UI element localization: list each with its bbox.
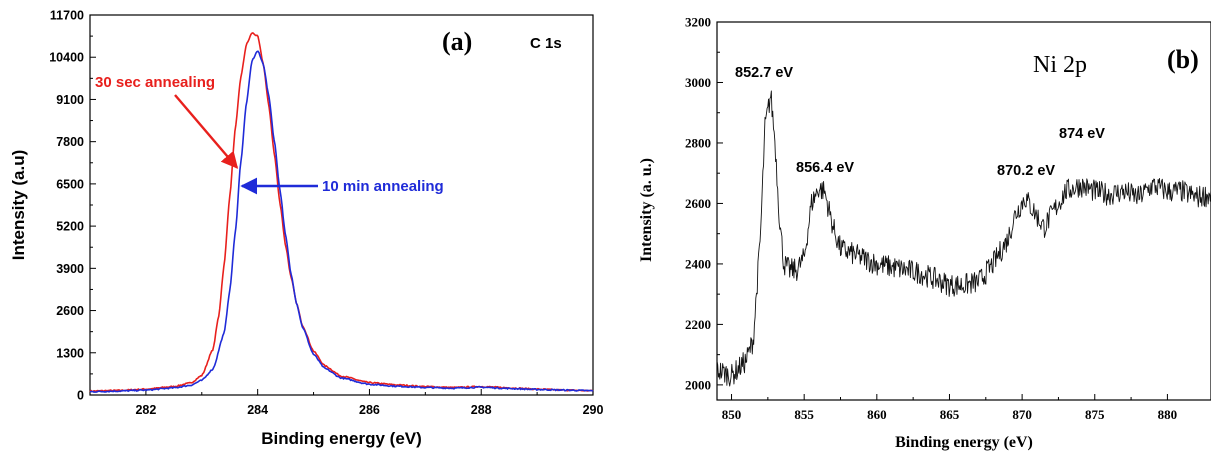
x-tick-label: 850 [722, 407, 742, 422]
panel-b-label: (b) [1167, 45, 1199, 74]
panel-b-x-axis-title: Binding energy (eV) [895, 434, 1033, 451]
y-tick-label: 7800 [56, 135, 84, 149]
panel-b-annotations: 852.7 eV 856.4 eV 870.2 eV 874 eV [735, 65, 1105, 179]
panel-a-chart: 013002600390052006500780091001040011700 … [9, 9, 603, 449]
x-tick-label: 870 [1012, 407, 1032, 422]
x-tick-label: 860 [867, 407, 887, 422]
series-line-2 [89, 50, 594, 393]
series-line-1 [716, 90, 1211, 387]
peak-label: 852.7 eV [735, 65, 793, 81]
y-tick-label: 2400 [685, 256, 711, 271]
y-tick-label: 10400 [49, 51, 84, 65]
panel-a-inset-label: C 1s [530, 35, 562, 52]
peak-label: 874 eV [1059, 126, 1105, 142]
y-tick-label: 2000 [685, 377, 711, 392]
panel-a-label: (a) [442, 27, 472, 56]
x-tick-label: 290 [583, 403, 604, 417]
peak-label: 870.2 eV [997, 163, 1055, 179]
panel-a-y-axis: 0 1300 2600 3900 5200 6500 7800 9100 10400 11700 [49, 9, 96, 403]
y-tick-label: 2800 [685, 135, 711, 150]
panel-b-chart: 2000 2200 2400 2600 2800 3000 3200 850 855 860 86… [638, 15, 1211, 451]
y-tick-label: 2600 [56, 304, 84, 318]
annotation-30sec-label: 30 sec annealing [95, 74, 215, 91]
y-tick-label: 6500 [56, 177, 84, 191]
x-tick-label: 284 [247, 403, 268, 417]
y-tick-label: 9100 [56, 93, 84, 107]
y-tick-label: 3900 [56, 262, 84, 276]
x-tick-label: 855 [794, 407, 814, 422]
panel-a-x-axis-title: Binding energy (eV) [261, 429, 422, 448]
y-tick-label: 1300 [56, 346, 84, 360]
peak-label: 856.4 eV [796, 160, 854, 176]
panel-a-plot-frame [89, 14, 594, 396]
panel-a-series [89, 32, 594, 393]
y-tick-label: 0 [77, 389, 84, 403]
panel-b-plot-frame [716, 21, 1211, 401]
y-tick-label: 3200 [685, 15, 711, 30]
panel-a-annotations: 30 sec annealing 10 min annealing [95, 74, 444, 195]
x-tick-label: 880 [1158, 407, 1178, 422]
panel-a-x-axis: 282 284 286 288 290 [135, 389, 603, 417]
annotation-10min-label: 10 min annealing [322, 178, 444, 195]
x-tick-label: 865 [940, 407, 960, 422]
y-tick-label: 3000 [685, 75, 711, 90]
x-tick-label: 286 [359, 403, 380, 417]
panel-b-inset-label: Ni 2p [1033, 52, 1087, 78]
panel-b-x-axis: 850 855 860 865 870 875 880 [722, 394, 1177, 422]
y-tick-label: 5200 [56, 220, 84, 234]
panel-b-y-axis: 2000 2200 2400 2600 2800 3000 3200 [685, 15, 723, 392]
panel-b-y-axis-title: Intensity (a. u.) [638, 158, 655, 262]
panel-a-y-axis-title: Intensity (a.u) [9, 150, 28, 261]
x-tick-label: 288 [471, 403, 492, 417]
panel-b-series [716, 90, 1211, 387]
y-tick-label: 11700 [50, 9, 84, 23]
y-tick-label: 2200 [685, 317, 711, 332]
x-tick-label: 875 [1085, 407, 1105, 422]
y-tick-label: 2600 [685, 196, 711, 211]
x-tick-label: 282 [135, 403, 156, 417]
annotation-30sec-arrow [174, 94, 239, 169]
